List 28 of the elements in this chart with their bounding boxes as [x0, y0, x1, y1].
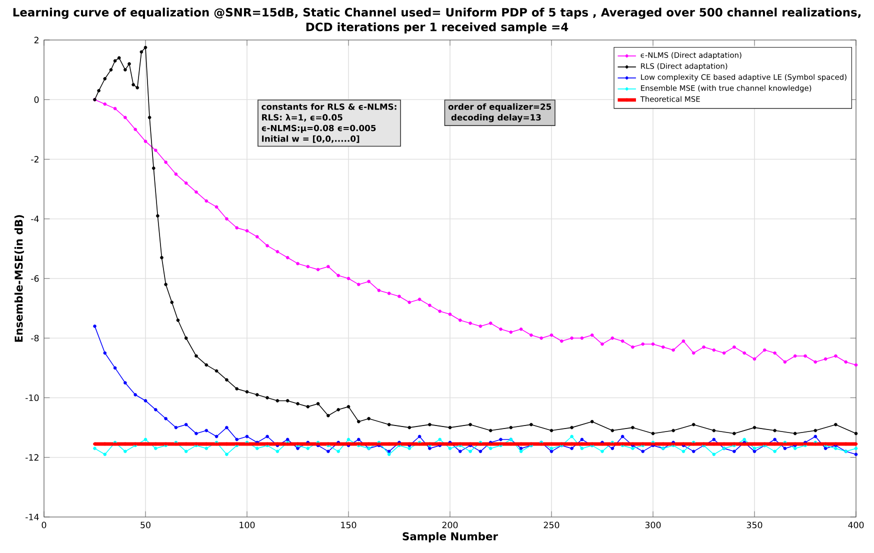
- x-axis-title: Sample Number: [402, 532, 498, 542]
- x-tick-label: 0: [42, 522, 46, 528]
- chart-title: Learning curve of equalization @SNR=15dB, Static Channel used= Uniform PDP of 5 taps , Averaged over 500 channel realizations,: [13, 8, 861, 19]
- chart-subtitle: DCD iterations per 1 received sample =4: [306, 22, 568, 34]
- x-tick-label: 250: [544, 522, 560, 528]
- annotation: constants for RLS & ϵ-NLMS:: [262, 103, 396, 110]
- x-tick-label: 400: [848, 522, 864, 528]
- annotation: RLS: λ=1, ϵ=0.05: [262, 114, 342, 122]
- y-axis-title: Ensemble-MSE(in dB): [14, 215, 24, 342]
- y-tick-label: -2: [31, 156, 38, 162]
- y-tick-label: -6: [31, 275, 39, 282]
- x-tick-label: 300: [645, 522, 661, 528]
- y-tick-label: -4: [31, 216, 39, 222]
- y-tick-label: -12: [26, 454, 38, 461]
- y-tick-label: -14: [26, 514, 39, 520]
- x-tick-label: 100: [240, 522, 255, 528]
- x-tick-label: 50: [140, 522, 150, 528]
- annotation: Initial w = [0,0,.....0]: [262, 135, 360, 143]
- annotation: decoding delay=13: [451, 114, 541, 122]
- x-tick-label: 200: [442, 522, 458, 528]
- y-tick-label: 2: [34, 36, 38, 44]
- y-tick-label: -10: [26, 394, 39, 402]
- annotation: ϵ-NLMS:μ=0.08 ϵ=0.005: [262, 124, 376, 133]
- y-tick-label: -8: [31, 334, 39, 342]
- x-tick-label: 150: [341, 522, 356, 528]
- y-tick-label: 0: [34, 96, 39, 103]
- annotation: order of equalizer=25: [448, 103, 552, 112]
- x-tick-label: 350: [746, 522, 762, 528]
